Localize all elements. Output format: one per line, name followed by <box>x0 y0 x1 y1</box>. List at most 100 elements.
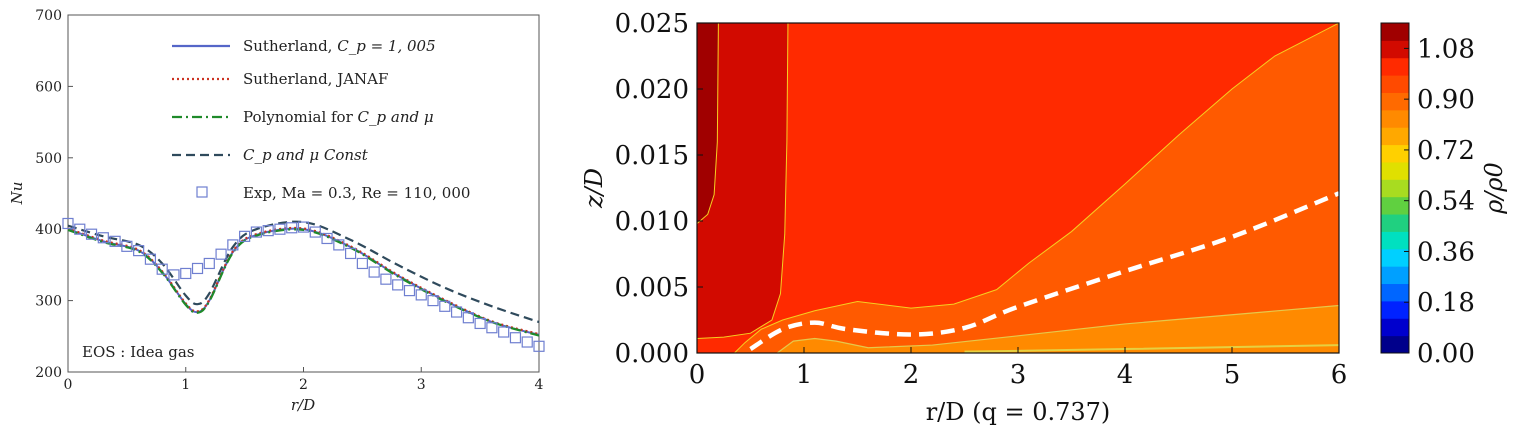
left-x-tick-label: 2 <box>299 377 308 393</box>
exp-data-marker <box>333 239 345 251</box>
legend-label: Sutherland, C_p = 1, 005 <box>243 37 436 55</box>
exp-data-marker <box>203 257 215 270</box>
exp-data-marker <box>498 326 510 338</box>
left-chart: 200 300 400 500 600 700 0 1 2 3 4 Nu r/D Sutherla… <box>8 8 545 414</box>
right-x-tick-label: 1 <box>796 360 813 390</box>
exp-data-marker <box>156 263 168 275</box>
right-x-tick-label: 4 <box>1117 360 1134 390</box>
colorbar-tick-label: 0.36 <box>1417 237 1475 267</box>
exp-data-marker <box>133 245 145 257</box>
left-series-group <box>62 217 545 352</box>
colorbar-band <box>1381 283 1409 302</box>
left-y-axis-label: Nu <box>8 182 26 206</box>
exp-data-marker <box>439 300 451 312</box>
exp-data-marker <box>427 295 439 307</box>
exp-data-marker <box>462 312 474 324</box>
colorbar-band <box>1381 196 1409 215</box>
left-x-axis-label: r/D <box>291 396 315 414</box>
legend-label: Exp, Ma = 0.3, Re = 110, 000 <box>243 184 470 202</box>
colorbar-band <box>1381 335 1409 354</box>
right-y-tick-label: 0.015 <box>615 141 689 171</box>
exp-data-marker <box>309 226 321 238</box>
exp-data-marker <box>144 253 157 265</box>
exp-data-marker <box>274 223 286 235</box>
colorbar-band <box>1381 300 1409 319</box>
density-region-orange-red <box>734 23 1339 353</box>
colorbar-tick-label: 0.90 <box>1417 85 1475 115</box>
left-y-tick-label: 200 <box>35 365 62 381</box>
exp-data-marker <box>215 248 227 260</box>
exp-data-marker <box>250 226 262 238</box>
exp-data-marker <box>191 262 204 275</box>
left-y-ticks: 200 300 400 500 600 700 <box>35 8 73 381</box>
colorbar-band <box>1381 161 1409 180</box>
exp-data-marker <box>97 232 109 244</box>
colorbar-band <box>1381 179 1409 198</box>
colorbar-band <box>1381 40 1409 59</box>
exp-data-marker <box>286 222 298 234</box>
right-y-tick-label: 0.020 <box>615 75 689 105</box>
colorbar-band <box>1381 248 1409 267</box>
exp-data-marker <box>509 332 522 344</box>
legend-label: Sutherland, JANAF <box>243 70 388 88</box>
colorbar: 0.00 0.18 0.36 0.54 0.72 0.90 1.08 <box>1380 22 1475 369</box>
series-line-dashed <box>67 220 540 324</box>
left-x-tick-label: 4 <box>535 377 544 393</box>
exp-data-marker <box>74 223 86 235</box>
right-x-tick-label: 0 <box>689 360 706 390</box>
left-x-tick-label: 3 <box>417 377 426 393</box>
exp-data-marker <box>227 239 239 251</box>
colorbar-band <box>1381 231 1409 250</box>
right-y-axis-label: z/D <box>580 168 608 209</box>
left-y-tick-label: 400 <box>35 222 62 238</box>
exp-data-marker <box>521 336 533 348</box>
contour-line <box>697 23 719 225</box>
exp-data-marker <box>239 230 251 242</box>
right-y-tick-label: 0.005 <box>615 273 689 303</box>
exp-data-marker <box>392 279 404 291</box>
legend-label: C_p and μ Const <box>243 146 369 164</box>
right-x-tick-label: 5 <box>1224 360 1241 390</box>
exp-data-marker <box>486 322 498 334</box>
exp-data-marker <box>321 232 333 245</box>
exp-data-marker <box>368 266 380 278</box>
right-x-tick-label: 3 <box>1010 360 1027 390</box>
exp-data-marker <box>180 267 192 280</box>
exp-data-marker <box>345 247 357 260</box>
density-region-dark-red <box>697 23 788 339</box>
right-chart: 0.000 0.005 0.010 0.015 0.020 0.025 0 1 2 3 4 5 6 z… <box>580 9 1508 426</box>
colorbar-band <box>1381 318 1409 337</box>
exp-data-marker <box>62 217 74 230</box>
colorbar-band <box>1381 23 1409 41</box>
exp-data-marker <box>450 306 463 318</box>
colorbar-tick-label: 1.08 <box>1417 34 1475 64</box>
colorbar-tick-label: 0.00 <box>1417 339 1475 369</box>
density-region-orange <box>777 305 1339 353</box>
colorbar-frame <box>1380 22 1410 354</box>
left-y-tick-label: 600 <box>35 79 62 95</box>
right-y-tick-label: 0.025 <box>615 9 689 39</box>
left-y-tick-label: 500 <box>35 151 62 167</box>
colorbar-band <box>1381 57 1409 76</box>
right-y-tick-label: 0.000 <box>615 339 689 369</box>
right-y-ticks: 0.000 0.005 0.010 0.015 0.020 0.025 <box>615 9 703 369</box>
colorbar-band <box>1381 266 1409 285</box>
legend-marker <box>196 186 208 198</box>
exp-data-marker <box>403 285 416 297</box>
left-x-tick-label: 0 <box>64 377 73 393</box>
colorbar-band <box>1381 109 1409 128</box>
left-annotation: EOS : Idea gas <box>82 343 194 361</box>
colorbar-band <box>1381 127 1409 146</box>
exp-data-marker <box>474 317 486 330</box>
right-x-tick-label: 6 <box>1331 360 1348 390</box>
exp-data-marker <box>415 289 427 301</box>
exp-data-marker <box>533 340 545 352</box>
exp-data-marker <box>262 225 274 237</box>
stoichiometric-dashed-line <box>749 191 1339 351</box>
colorbar-band <box>1381 144 1409 163</box>
left-y-tick-label: 300 <box>35 294 62 310</box>
series-line-dotted <box>67 226 540 336</box>
density-region-darkest-red <box>697 23 719 224</box>
right-x-ticks: 0 1 2 3 4 5 6 <box>689 347 1348 390</box>
exp-data-marker <box>85 228 98 240</box>
